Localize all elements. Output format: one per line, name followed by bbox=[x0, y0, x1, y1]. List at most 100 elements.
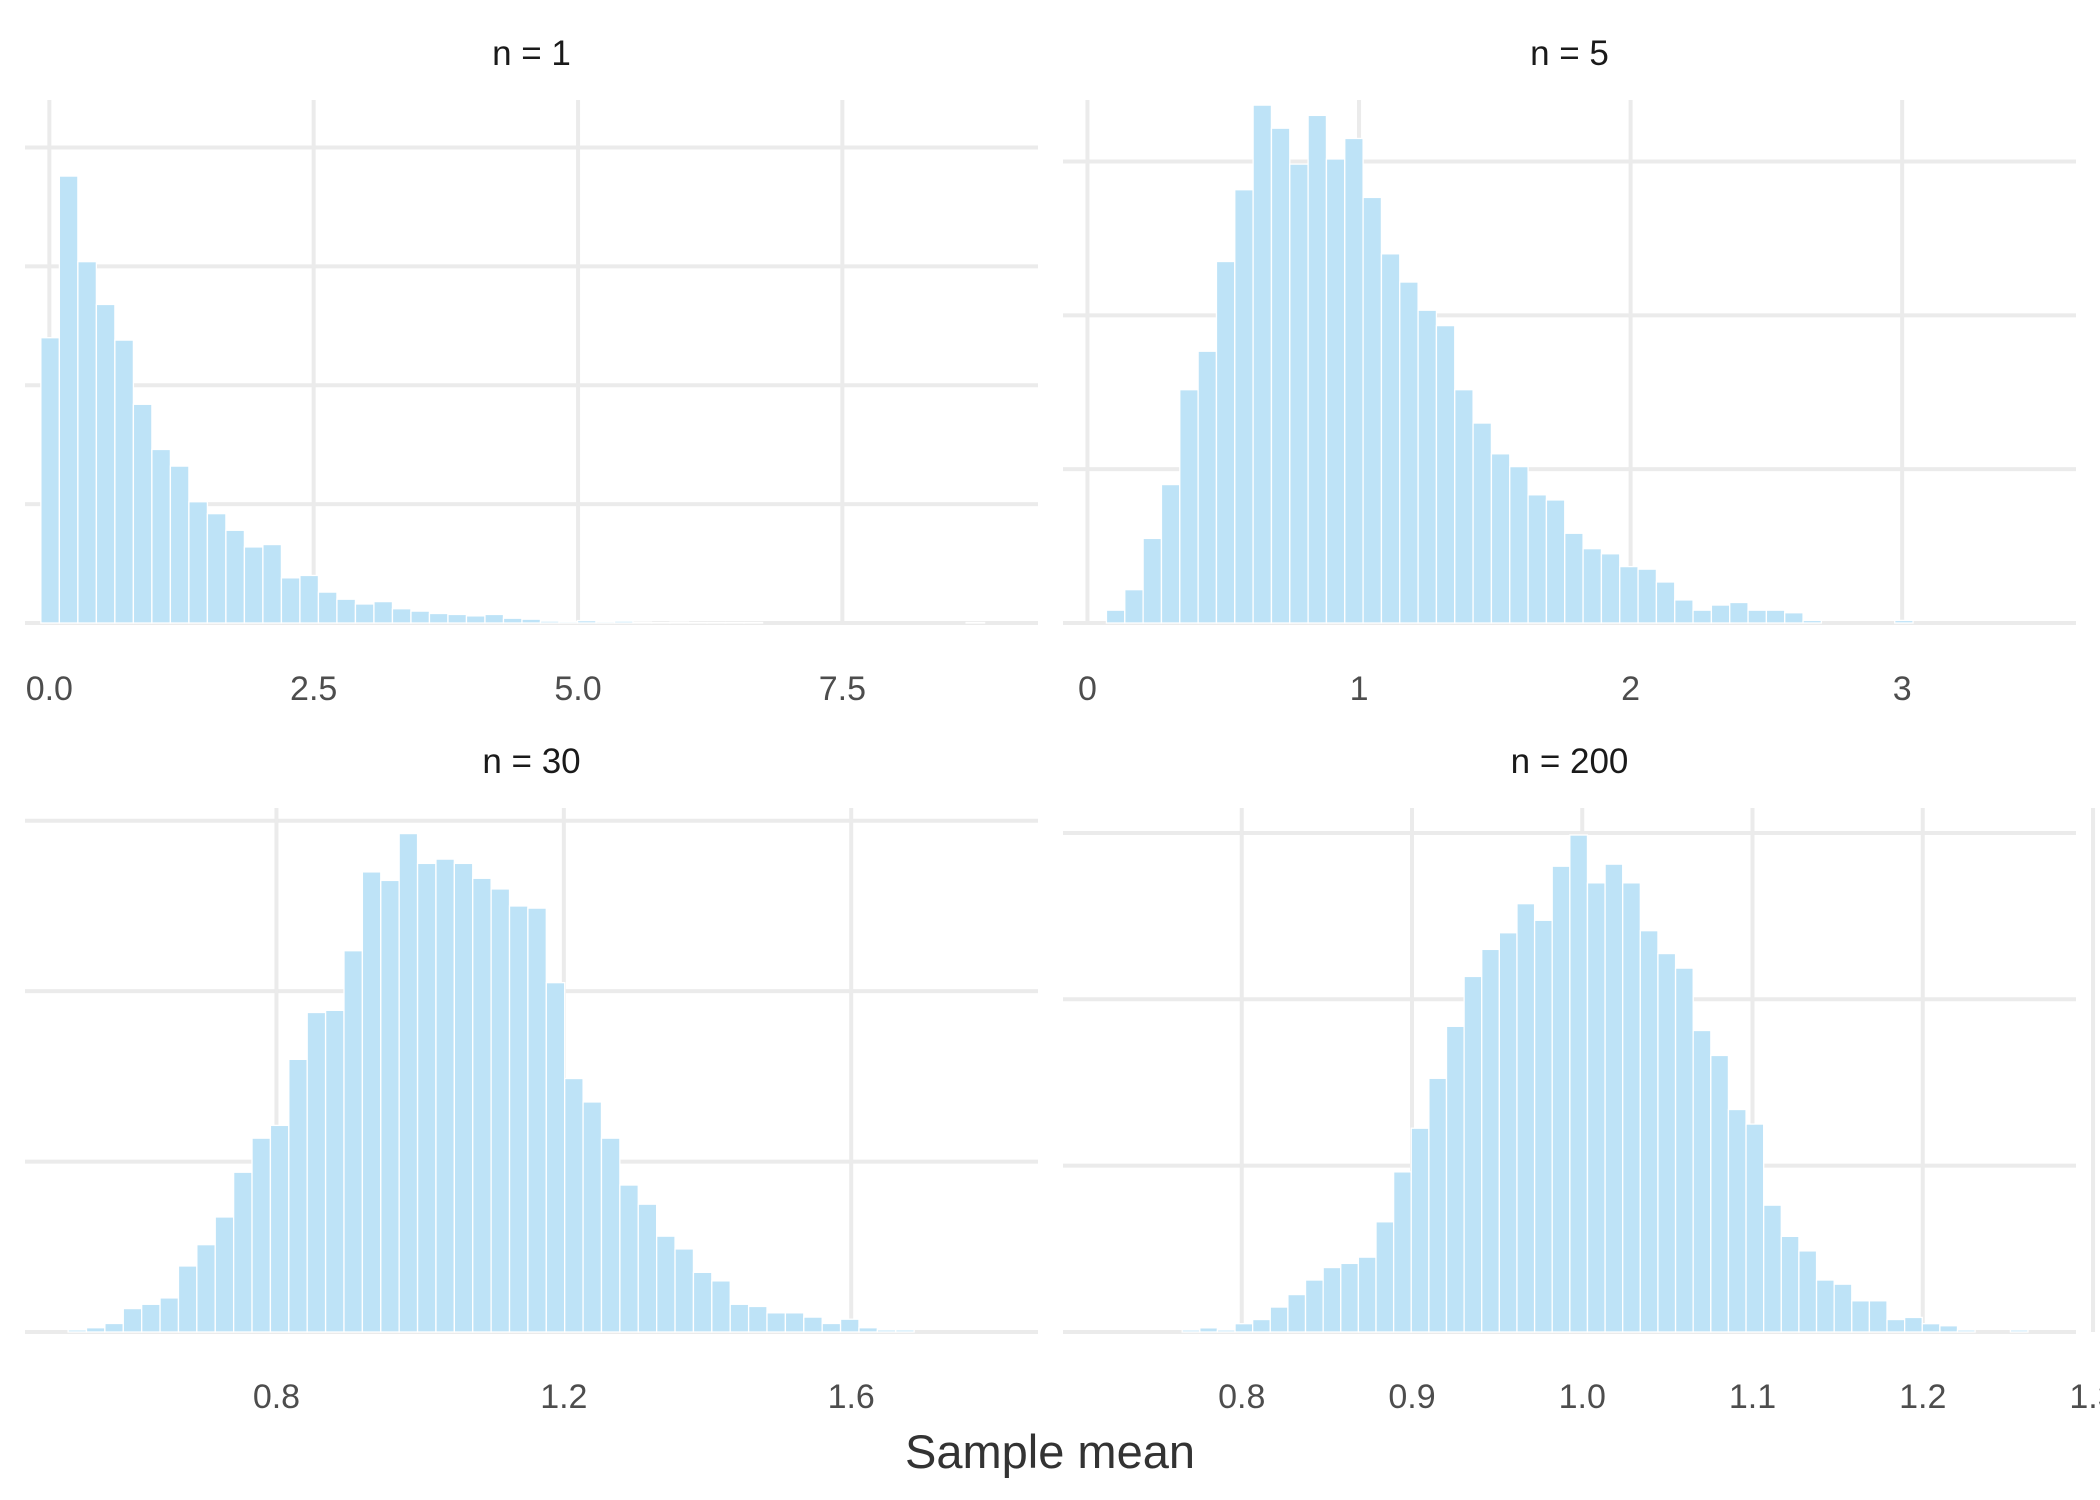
histogram-bar bbox=[410, 610, 431, 624]
histogram-bar bbox=[619, 1184, 639, 1333]
histogram-bar bbox=[196, 1244, 216, 1333]
histogram-bar bbox=[1851, 1300, 1871, 1333]
histogram-bar bbox=[453, 862, 474, 1333]
x-tick-label: 0.8 bbox=[253, 1378, 300, 1416]
histogram-bar bbox=[177, 1265, 198, 1333]
x-tick-label: 1 bbox=[1350, 670, 1369, 708]
histogram-bar bbox=[447, 613, 468, 624]
x-tick-label: 0.0 bbox=[26, 670, 73, 708]
histogram-bar bbox=[839, 1318, 860, 1333]
histogram-bar bbox=[1160, 483, 1181, 624]
histogram-bar bbox=[1674, 599, 1694, 624]
histogram-bar bbox=[1307, 114, 1328, 624]
histogram-bar bbox=[465, 615, 486, 624]
histogram-bar bbox=[1199, 1327, 1219, 1333]
facet-panel-4: n = 200 0.8 0.9 1.0 1.1 1.2 1.3 bbox=[1063, 742, 2100, 1416]
histogram-bar bbox=[1745, 1123, 1765, 1333]
histogram-bar bbox=[114, 339, 135, 624]
histogram-bar bbox=[545, 982, 566, 1333]
histogram-bar bbox=[1234, 1323, 1254, 1333]
histogram-bar bbox=[1780, 1235, 1800, 1333]
histogram-bar bbox=[1304, 1279, 1324, 1333]
histogram-bar bbox=[104, 1322, 124, 1333]
histogram-bar bbox=[965, 621, 986, 624]
histogram-bar bbox=[1179, 389, 1199, 624]
histogram-bar bbox=[343, 950, 364, 1333]
histogram-bar bbox=[1481, 948, 1501, 1333]
histogram-bar bbox=[490, 888, 511, 1333]
x-tick-label: 0 bbox=[1078, 670, 1097, 708]
x-tick-label: 0.9 bbox=[1388, 1378, 1435, 1416]
histogram-bar bbox=[1600, 553, 1621, 624]
histogram-bar bbox=[214, 1216, 235, 1333]
histogram-bar bbox=[656, 1235, 676, 1333]
histogram-bar bbox=[1498, 932, 1518, 1333]
x-tick-label: 1.2 bbox=[1899, 1378, 1946, 1416]
histogram-bar bbox=[1710, 604, 1731, 624]
histogram-bar bbox=[1765, 609, 1786, 624]
histogram-bar bbox=[1322, 1266, 1342, 1333]
histogram-bar bbox=[1815, 1279, 1835, 1333]
histogram-bar bbox=[1454, 389, 1474, 624]
histogram-bar bbox=[169, 465, 190, 624]
facet-title: n = 5 bbox=[1530, 34, 1609, 73]
histogram-bar bbox=[159, 1297, 180, 1333]
histogram-bar bbox=[1798, 1250, 1818, 1333]
histogram-bar bbox=[58, 175, 79, 624]
histogram-bar bbox=[747, 1305, 768, 1333]
histogram-bar bbox=[1692, 609, 1713, 624]
histogram-bar bbox=[600, 1137, 621, 1333]
histogram-bar bbox=[95, 303, 116, 624]
histogram-bar bbox=[1392, 1171, 1412, 1333]
x-tick-label: 5.0 bbox=[554, 670, 601, 708]
histogram-bar bbox=[1380, 253, 1401, 624]
histogram-bar bbox=[1435, 324, 1456, 624]
histogram-bar bbox=[1234, 189, 1254, 624]
histogram-bar bbox=[1252, 1318, 1271, 1333]
histogram-bar bbox=[354, 603, 375, 624]
histogram-bar bbox=[435, 858, 455, 1333]
histogram-bar bbox=[206, 512, 227, 624]
x-tick-label: 1.6 bbox=[828, 1378, 875, 1416]
histogram-bar bbox=[803, 1316, 823, 1333]
histogram-bar bbox=[306, 1011, 327, 1333]
histogram-bar bbox=[1604, 863, 1624, 1333]
histogram-bar bbox=[502, 617, 523, 624]
histogram-bar bbox=[1747, 609, 1768, 624]
histogram-bar bbox=[1582, 548, 1603, 624]
histogram-bar bbox=[1921, 1323, 1941, 1333]
histogram-bar bbox=[1586, 882, 1606, 1333]
histogram-bar bbox=[1551, 865, 1571, 1333]
histogram-bar bbox=[472, 877, 492, 1333]
histogram-bar bbox=[706, 621, 727, 624]
histogram-bar bbox=[858, 1327, 879, 1333]
histogram-bar bbox=[1197, 350, 1218, 624]
histogram-bar bbox=[724, 621, 745, 624]
histogram-bar bbox=[1637, 568, 1658, 624]
histogram-bar bbox=[1399, 281, 1419, 624]
histogram-bar bbox=[391, 608, 412, 624]
histogram-bar bbox=[1357, 1256, 1377, 1333]
histogram-bar bbox=[1445, 1025, 1465, 1333]
histogram-bar bbox=[564, 1077, 584, 1333]
histogram-bar bbox=[669, 621, 690, 624]
x-tick-label: 3 bbox=[1893, 670, 1912, 708]
histogram-bar bbox=[1545, 499, 1566, 624]
x-tick-label: 1.3 bbox=[2069, 1378, 2100, 1416]
histogram-bar bbox=[288, 1058, 308, 1333]
histogram-bar bbox=[558, 620, 579, 624]
histogram-bar bbox=[280, 577, 301, 624]
facet-title: n = 30 bbox=[482, 742, 580, 781]
histogram-bar bbox=[539, 620, 560, 624]
histogram-bar bbox=[1956, 1329, 1976, 1333]
histogram-bar bbox=[1472, 422, 1493, 624]
histogram-bar bbox=[1903, 1316, 1923, 1333]
histogram-bar bbox=[1802, 619, 1823, 624]
histogram-bar bbox=[1252, 104, 1273, 624]
histogram-bar bbox=[1340, 1262, 1360, 1333]
histogram-bar bbox=[1729, 601, 1749, 624]
histogram-bar bbox=[1362, 196, 1383, 624]
histogram-bar bbox=[122, 1307, 143, 1333]
histogram-bar bbox=[1516, 903, 1536, 1333]
